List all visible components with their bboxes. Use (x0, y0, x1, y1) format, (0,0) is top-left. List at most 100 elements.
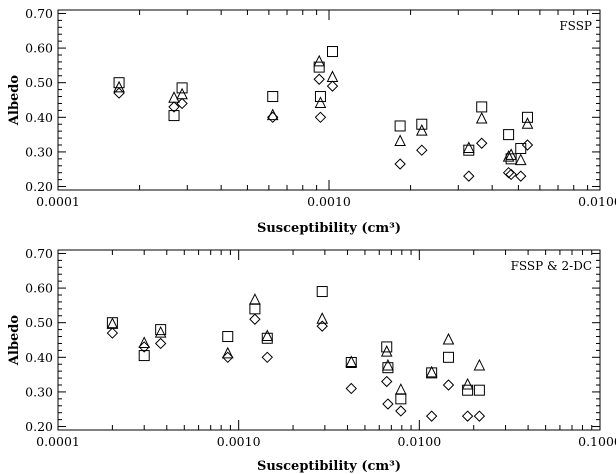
y-tick-label: 0.60 (25, 41, 53, 56)
square-marker (176, 82, 188, 94)
triangle-marker (266, 108, 279, 121)
triangle-marker (505, 148, 517, 160)
y-tick-label: 0.20 (25, 179, 53, 194)
x-tick-label: 0.0010 (217, 434, 261, 449)
y-tick-label: 0.70 (25, 6, 53, 21)
diamond-marker (249, 313, 261, 325)
y-tick-label: 0.30 (25, 384, 53, 399)
square-marker (138, 350, 150, 362)
square-marker (521, 111, 533, 123)
square-marker (222, 331, 234, 343)
x-tick-label: 0.0100 (397, 434, 441, 449)
diamond-marker (382, 398, 394, 410)
square-marker (155, 324, 167, 336)
plot-frame (57, 249, 601, 431)
y-tick-label: 0.60 (25, 281, 53, 296)
square-marker (442, 351, 454, 363)
plot-frame (57, 9, 601, 191)
triangle-marker (113, 80, 125, 93)
triangle-marker (106, 317, 119, 329)
diamond-marker (326, 80, 339, 92)
square-marker (416, 118, 428, 130)
triangle-marker (221, 346, 234, 359)
square-marker (249, 303, 261, 315)
diamond-marker (261, 351, 273, 364)
panel-label: FSSP & 2-DC (511, 259, 592, 273)
diamond-marker (381, 375, 393, 388)
square-marker (316, 286, 328, 298)
triangle-marker (395, 383, 407, 395)
diamond-marker (267, 111, 279, 124)
diamond-marker (138, 341, 150, 353)
triangle-marker (249, 293, 261, 305)
diamond-marker (416, 144, 428, 156)
x-tick-label: 0.0001 (36, 194, 80, 209)
y-tick-label: 0.40 (25, 110, 53, 125)
panel-1: 0.20 0.30 0.40 0.50 0.60 0.70 0.0001 0.0010 0.01… (7, 6, 616, 236)
square-marker (382, 362, 394, 374)
triangle-marker (314, 96, 327, 108)
triangle-marker (154, 325, 167, 338)
diamond-marker (168, 101, 180, 113)
y-tick-label: 0.40 (25, 350, 53, 365)
diamond-marker (463, 170, 475, 182)
diamond-marker (521, 139, 534, 151)
triangle-marker (514, 153, 527, 166)
triangle-marker (521, 117, 534, 129)
x-tick-label: 0.0010 (307, 194, 351, 209)
diamond-marker (473, 410, 486, 422)
y-axis-title: Albedo (7, 75, 22, 126)
panel-2: 0.20 0.30 0.40 0.50 0.60 0.70 0.0001 0.0010 0.01… (7, 246, 616, 474)
square-marker (463, 144, 475, 156)
diamond-marker (502, 166, 515, 179)
x-tick-label: 0.0100 (578, 194, 616, 209)
triangle-marker (176, 87, 188, 100)
square-marker (473, 384, 485, 396)
y-tick-label: 0.20 (25, 419, 53, 434)
triangle-marker (313, 54, 325, 67)
square-marker (476, 101, 488, 113)
diamond-marker (314, 111, 327, 124)
diamond-marker (222, 351, 234, 364)
square-marker (314, 91, 326, 103)
triangle-marker (382, 358, 394, 371)
triangle-marker (345, 355, 358, 367)
square-marker (267, 91, 279, 103)
triangle-marker (316, 312, 329, 324)
diamond-marker (475, 137, 488, 149)
diamond-marker (505, 168, 517, 181)
diamond-marker (154, 337, 167, 350)
square-marker (515, 142, 527, 154)
triangle-marker (502, 149, 515, 162)
x-tick-label: 0.0001 (36, 434, 80, 449)
diamond-marker (515, 170, 527, 182)
y-tick-label: 0.70 (25, 246, 53, 261)
square-marker (462, 384, 474, 396)
square-marker (261, 332, 273, 344)
diamond-marker (442, 379, 455, 391)
triangle-marker (442, 332, 455, 345)
diamond-marker (176, 97, 188, 110)
square-marker (313, 61, 325, 73)
x-axis-title: Susceptibility (cm³) (257, 459, 401, 474)
panel-label: FSSP (559, 19, 592, 33)
diamond-marker (461, 410, 474, 422)
diamond-marker (106, 327, 119, 339)
diamond-marker (345, 382, 357, 395)
diamond-marker (394, 158, 406, 170)
x-axis-title: Susceptibility (cm³) (257, 221, 401, 236)
triangle-marker (475, 111, 488, 124)
diamond-marker (113, 87, 125, 99)
y-tick-label: 0.30 (25, 144, 53, 159)
triangle-marker (326, 70, 339, 82)
triangle-marker (380, 344, 393, 357)
triangle-marker (461, 377, 474, 390)
square-marker (503, 129, 515, 141)
y-tick-label: 0.50 (25, 315, 53, 330)
triangle-marker (394, 134, 406, 147)
diamond-marker (395, 405, 407, 417)
triangle-marker (425, 365, 438, 378)
